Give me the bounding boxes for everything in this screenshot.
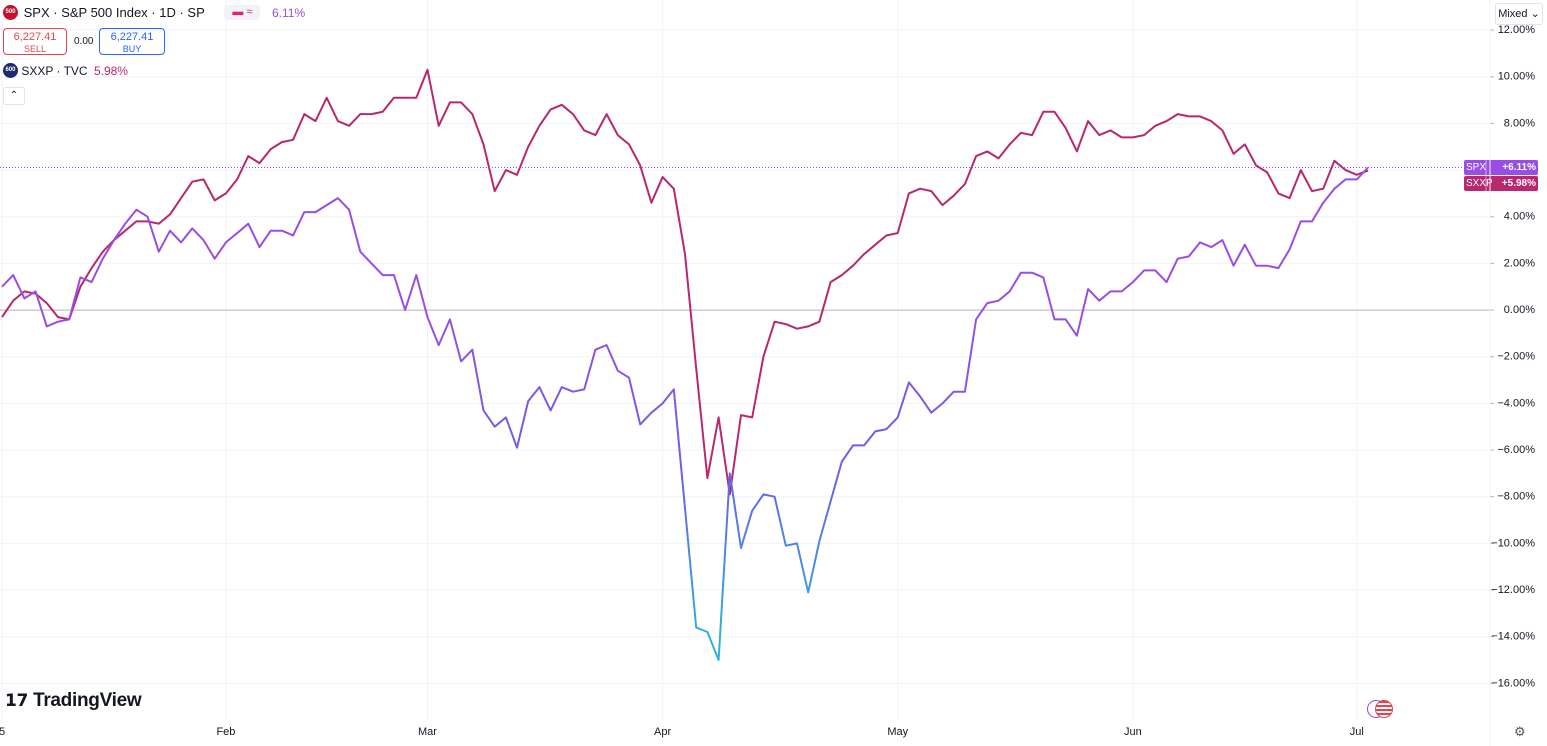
compare-change: 5.98% [93,63,128,78]
legend-main: 500 SPX · S&P 500 Index · 1D · SP ▬ ≈ 6.… [3,4,306,21]
last-value-box [1464,160,1538,176]
y-tick-label: −4.00% [1497,397,1535,409]
series-line [1,166,1369,661]
visibility-toggle[interactable]: ▬ ≈ [224,5,261,21]
buy-price: 6,227.41 [110,31,154,43]
scale-mode-label: Mixed [1498,8,1528,20]
y-tick-label: 12.00% [1498,24,1536,36]
series-line [1,68,1369,496]
last-value-name: SPX [1466,162,1486,173]
scale-mode[interactable]: Mixed ⌄ [1495,3,1543,25]
x-tick-label: May [887,726,908,738]
x-tick-label: Feb [216,726,235,738]
y-tick-label: 8.00% [1504,117,1535,129]
sell-button[interactable]: 6,227.41 SELL [3,28,67,55]
compare-badge: 600 [3,63,18,79]
y-tick-label: 10.00% [1498,71,1536,83]
y-tick-label: 2.00% [1504,257,1535,269]
y-tick-label: −2.00% [1497,351,1535,363]
collapse-legend[interactable]: ⌃ [3,87,25,105]
y-tick-label: 0.00% [1504,304,1535,316]
symbol-change: 6.11% [272,5,306,20]
y-tick-label: 4.00% [1504,211,1535,223]
y-tick-label: −10.00% [1491,537,1535,549]
last-value-name: SXXP [1466,178,1493,189]
last-value-label: +6.11% [1502,162,1536,173]
legend-compare: 600 SXXP · TVC 5.98% [3,63,128,79]
flag-icons[interactable] [1367,700,1395,718]
y-tick-label: −14.00% [1491,631,1535,643]
x-tick-label: Jul [1350,726,1364,738]
symbol-badge: 500 [3,5,18,21]
sell-label: SELL [23,44,47,54]
settings-gear[interactable]: ⚙ [1514,724,1526,739]
last-value-label: +5.98% [1502,178,1536,189]
y-tick-label: −8.00% [1497,491,1535,503]
brand-text: TradingView [33,690,142,711]
buy-button[interactable]: 6,227.41 BUY [99,28,165,55]
flag-icon [1375,700,1393,718]
grid [0,0,1490,720]
x-tick-label: 5 [0,726,5,738]
x-tick-label: Jun [1124,726,1142,738]
x-tick-label: Mar [418,726,437,738]
last-value-box [1464,176,1538,192]
x-tick-label: Apr [654,726,671,738]
y-tick-label: −6.00% [1497,444,1535,456]
brand: 𝟭𝟳 TradingView [5,690,142,712]
sell-price: 6,227.41 [13,31,57,43]
buy-label: BUY [122,44,142,54]
y-tick-label: −16.00% [1491,677,1535,689]
y-tick-label: −12.00% [1491,584,1535,596]
compare-title[interactable]: SXXP · TVC [21,63,88,78]
symbol-title[interactable]: SPX · S&P 500 Index · 1D · SP [23,5,205,21]
brand-logo: 𝟭𝟳 [5,691,29,710]
spread: 0.00 [74,36,94,47]
